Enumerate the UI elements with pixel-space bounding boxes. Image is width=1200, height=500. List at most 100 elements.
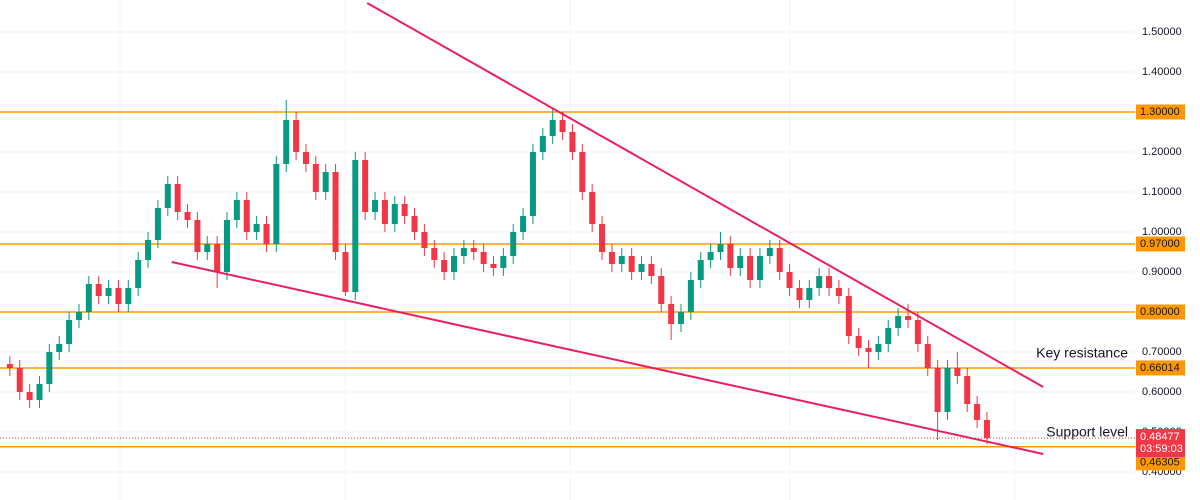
annotation: Key resistance [1036, 345, 1128, 361]
candle-body [6, 364, 13, 368]
candle-body [125, 288, 132, 304]
candle-body [470, 248, 477, 252]
candle-body [312, 164, 319, 192]
candle-body [905, 316, 911, 320]
candle-body [26, 392, 33, 400]
candle-body [510, 232, 517, 256]
candle-body [964, 376, 971, 404]
candle-body [628, 256, 635, 272]
candle-body [865, 348, 872, 352]
candle-body [85, 284, 92, 312]
level-label-bg [1136, 455, 1185, 471]
candle-body [589, 192, 596, 224]
candle-body [608, 252, 615, 264]
candle-body [549, 120, 556, 136]
candle-body [56, 344, 63, 352]
y-tick-label: 1.20000 [1142, 146, 1182, 158]
candle-body [431, 248, 438, 260]
level-label: 0.66014 [1140, 362, 1180, 374]
candle-body [174, 184, 181, 212]
last-price-bg [1136, 429, 1185, 458]
level-label-bg [1136, 236, 1185, 252]
candle-body [658, 276, 665, 304]
candle-body [648, 264, 655, 276]
candle-body [924, 344, 931, 368]
candle-body [618, 256, 625, 264]
candle-body [233, 200, 240, 220]
y-tick-label: 0.70000 [1142, 346, 1182, 358]
candle-body [737, 256, 744, 268]
candle-body [678, 312, 684, 324]
candle-body [95, 284, 102, 296]
candle-body [401, 204, 408, 216]
candle-body [944, 368, 951, 412]
candle-body [983, 420, 990, 439]
candle-body [796, 288, 803, 300]
candle-body [184, 212, 191, 220]
candle-body [786, 272, 793, 288]
candle-body [668, 304, 675, 324]
candle-body [36, 384, 43, 400]
level-label-bg [1136, 104, 1185, 120]
candle-body [826, 276, 833, 288]
candle-body [776, 248, 783, 272]
candle-body [75, 312, 82, 320]
countdown: 03:59:03 [1140, 443, 1183, 455]
trend-line [171, 261, 1044, 455]
candle-body [954, 368, 961, 376]
candle-body [460, 248, 467, 256]
candle-body [579, 152, 586, 192]
candle-body [332, 172, 339, 252]
candle-body [421, 232, 428, 248]
candle-body [441, 260, 448, 272]
trend-line [366, 2, 1044, 388]
level-label: 0.80000 [1140, 306, 1180, 318]
level-label: 1.30000 [1140, 106, 1180, 118]
candle-body [490, 264, 497, 268]
candle-body [875, 344, 882, 352]
candle-body [16, 368, 23, 392]
candle-body [253, 224, 260, 232]
plot-area [0, 0, 1135, 500]
y-tick-label: 0.90000 [1142, 266, 1182, 278]
candle-body [569, 132, 576, 152]
candle-body [362, 160, 369, 212]
candle-body [263, 224, 270, 244]
candle-body [559, 120, 566, 132]
level-label-bg [1136, 304, 1185, 320]
candle-body [529, 152, 536, 216]
y-tick-label: 0.60000 [1142, 386, 1182, 398]
y-tick-label: 1.40000 [1142, 66, 1182, 78]
candle-body [766, 248, 773, 256]
level-label: 0.46305 [1140, 457, 1180, 469]
candle-body [115, 288, 122, 304]
candle-body [717, 244, 724, 252]
candle-body [480, 252, 487, 264]
candle-body [381, 200, 388, 224]
candle-body [322, 172, 329, 192]
candle-body [302, 152, 309, 164]
annotation: Support level [1046, 424, 1128, 440]
candle-body [520, 216, 527, 232]
candle-body [273, 164, 280, 244]
candle-body [145, 240, 152, 260]
candle-body [934, 368, 941, 412]
last-price-label: 0.48477 [1140, 431, 1180, 443]
candle-body [756, 256, 763, 280]
candle-body [816, 276, 823, 288]
candle-body [806, 288, 813, 300]
candle-body [194, 220, 201, 252]
candle-body [539, 136, 546, 152]
candle-body [895, 316, 902, 328]
candle-body [135, 260, 142, 288]
candle-body [885, 328, 892, 344]
candle-body [391, 204, 398, 224]
y-tick-label: 1.50000 [1142, 26, 1182, 38]
candle-body [411, 216, 418, 232]
candle-body [154, 208, 161, 240]
level-label-bg [1136, 360, 1185, 376]
candle-body [46, 352, 53, 384]
candle-body [707, 252, 714, 260]
candle-body [204, 244, 211, 252]
